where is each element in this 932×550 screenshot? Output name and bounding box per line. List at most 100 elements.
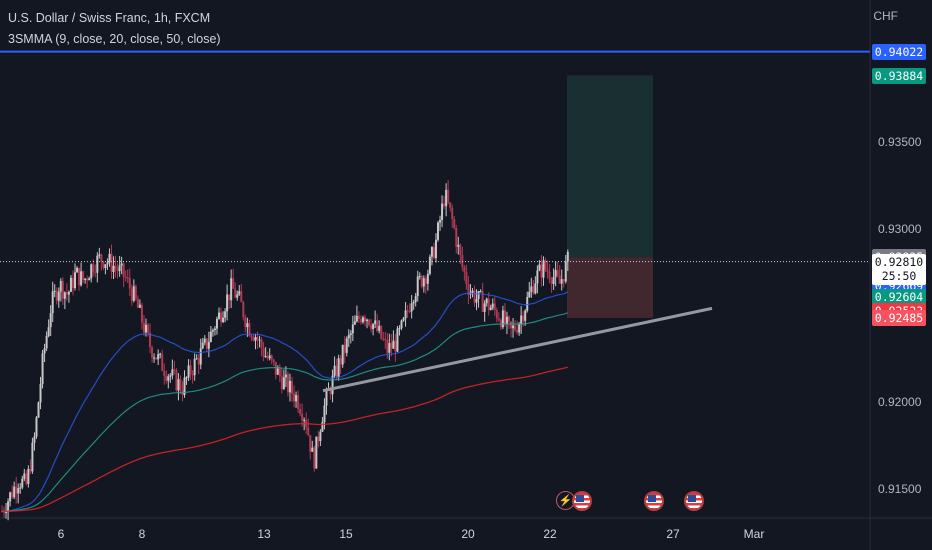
candle-body bbox=[250, 336, 253, 338]
price-tick-label: 0.92000 bbox=[878, 394, 922, 409]
candle-body bbox=[465, 272, 468, 285]
us-flag-icon[interactable] bbox=[572, 491, 592, 511]
candle-body bbox=[215, 318, 218, 329]
price-tag: 0.93884 bbox=[872, 67, 926, 84]
us-flag-icon[interactable] bbox=[684, 491, 704, 511]
candle-body bbox=[5, 512, 8, 514]
candle-body bbox=[130, 288, 133, 301]
candle-body bbox=[489, 307, 492, 311]
candle-body bbox=[357, 315, 360, 320]
candle-body bbox=[497, 318, 500, 321]
candle-body bbox=[382, 338, 385, 340]
candle-body bbox=[21, 478, 24, 488]
us-flag-icon[interactable] bbox=[644, 491, 664, 511]
candle-body bbox=[323, 405, 326, 423]
price-tick-label: 0.93500 bbox=[878, 135, 922, 150]
candle-body bbox=[422, 278, 425, 287]
indicator-label[interactable]: 3SMMA (9, close, 20, close, 50, close) bbox=[8, 32, 221, 46]
candle-body bbox=[272, 359, 275, 362]
symbol-title[interactable]: U.S. Dollar / Swiss Franc, 1h, FXCM bbox=[8, 11, 211, 25]
candle-body bbox=[165, 375, 168, 381]
candle-body bbox=[74, 272, 77, 289]
candle-body bbox=[301, 413, 304, 421]
candle-body bbox=[23, 473, 26, 479]
currency-label[interactable]: CHF bbox=[873, 9, 898, 23]
candle-body bbox=[45, 335, 48, 349]
plot-background bbox=[0, 0, 870, 518]
candle-body bbox=[522, 315, 525, 321]
candle-body bbox=[106, 262, 109, 265]
candle-body bbox=[451, 208, 454, 219]
candle-body bbox=[55, 290, 58, 301]
candle-body bbox=[110, 253, 113, 272]
smma-20-line bbox=[1, 312, 569, 512]
candle-body bbox=[293, 393, 296, 402]
candle-body bbox=[9, 492, 12, 502]
candle-body bbox=[136, 298, 139, 308]
candle-body bbox=[430, 247, 433, 257]
candle-body bbox=[169, 375, 172, 377]
candle-body bbox=[27, 468, 30, 484]
candle-body bbox=[260, 339, 263, 349]
time-tick-label: 6 bbox=[57, 527, 65, 541]
candle-body bbox=[270, 355, 273, 360]
candle-body bbox=[102, 261, 105, 269]
candle-body bbox=[65, 292, 68, 295]
candle-body bbox=[17, 488, 20, 494]
candle-body bbox=[408, 310, 411, 312]
candle-body bbox=[380, 325, 383, 339]
candle-body bbox=[86, 278, 89, 281]
candle-body bbox=[414, 296, 417, 303]
candle-body bbox=[112, 265, 115, 272]
candle-body bbox=[69, 277, 72, 292]
candle-body bbox=[201, 342, 204, 349]
price-tick-label: 0.91500 bbox=[878, 481, 922, 496]
candle-body bbox=[313, 447, 316, 469]
candle-body bbox=[161, 353, 164, 371]
candle-body bbox=[317, 436, 320, 442]
price-tick-label: 0.93000 bbox=[878, 221, 922, 236]
candle-body bbox=[514, 325, 517, 330]
candle-body bbox=[175, 370, 178, 391]
candle-body bbox=[412, 302, 415, 304]
candle-body bbox=[315, 436, 318, 469]
candle-body bbox=[246, 323, 249, 328]
candle-body bbox=[159, 353, 162, 355]
candle-body bbox=[564, 261, 567, 282]
candle-body bbox=[163, 370, 166, 376]
candle-body bbox=[372, 323, 375, 330]
candle-body bbox=[209, 331, 212, 342]
candle-body bbox=[396, 328, 399, 352]
candle-body bbox=[473, 290, 476, 303]
candle-body bbox=[366, 319, 369, 322]
candle-body bbox=[78, 267, 81, 286]
candle-body bbox=[532, 286, 535, 294]
candle-body bbox=[61, 280, 64, 299]
candle-body bbox=[128, 277, 131, 289]
candle-body bbox=[361, 317, 364, 323]
candle-body bbox=[268, 355, 271, 359]
candle-body bbox=[459, 244, 462, 256]
time-tick-label: 22 bbox=[543, 527, 557, 541]
candle-body bbox=[510, 321, 513, 329]
candle-body bbox=[309, 435, 312, 452]
candle-body bbox=[203, 338, 206, 343]
candle-body bbox=[15, 486, 18, 494]
candle-body bbox=[132, 286, 135, 301]
candle-body bbox=[76, 267, 79, 273]
candle-body bbox=[53, 290, 56, 292]
price-tag: 0.94022 bbox=[872, 43, 926, 60]
candle-body bbox=[337, 358, 340, 377]
candle-body bbox=[31, 442, 34, 472]
candle-body bbox=[311, 447, 314, 452]
candle-body bbox=[295, 395, 298, 402]
candle-body bbox=[530, 286, 533, 292]
candle-body bbox=[238, 291, 241, 295]
candle-body bbox=[384, 339, 387, 341]
candle-body bbox=[177, 379, 180, 391]
candle-body bbox=[94, 272, 97, 274]
candle-body bbox=[341, 344, 344, 365]
candle-body bbox=[276, 368, 279, 375]
